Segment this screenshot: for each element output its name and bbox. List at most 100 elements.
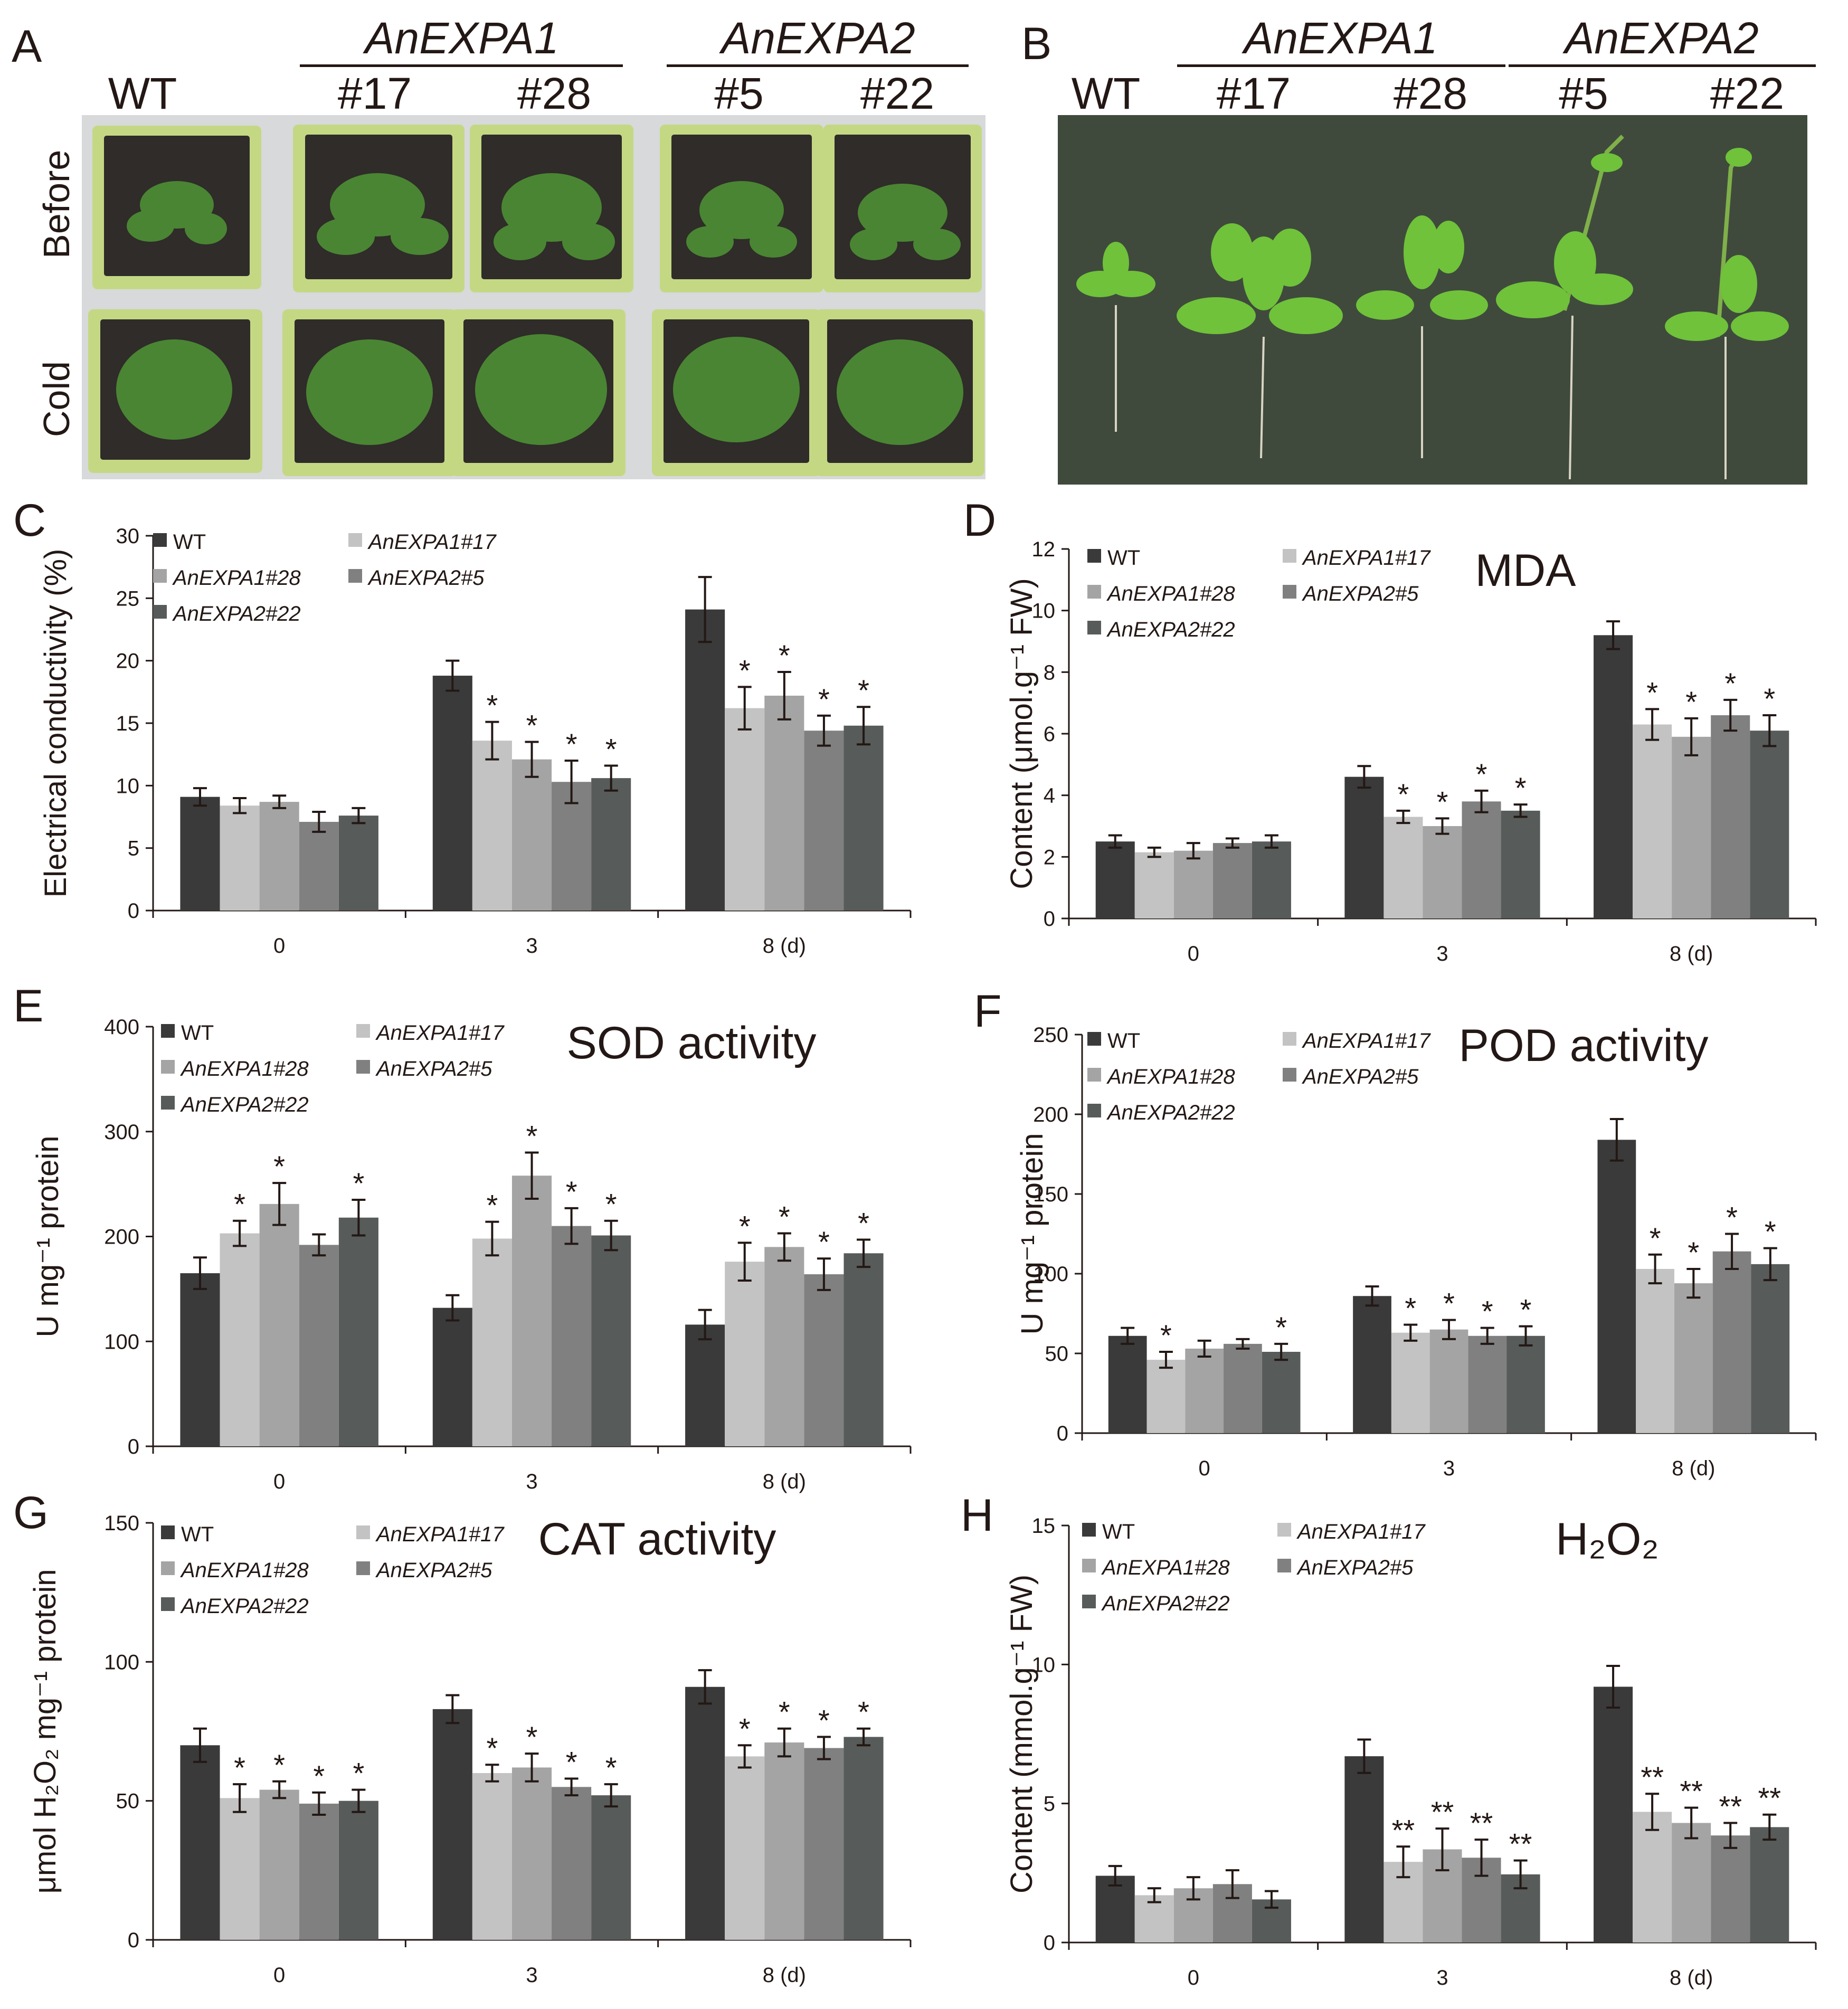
legend-label: AnEXPA1#17: [1296, 1520, 1426, 1543]
bar-d-wt-1: [1344, 776, 1384, 918]
panel-c-letter: C: [13, 495, 46, 546]
bar-d-anexpa1-17-2: [1633, 724, 1672, 918]
legend-swatch: [1283, 1068, 1296, 1082]
bar-g-anexpa2-22-1: [591, 1795, 631, 1940]
chart-e-y-tick-label: 300: [104, 1121, 139, 1144]
bar-f-anexpa1-28-1: [1429, 1329, 1468, 1433]
legend-label: WT: [181, 1523, 214, 1546]
bar-h-anexpa2-22-2: [1750, 1827, 1789, 1942]
chart-h-x-tick-label: 3: [1436, 1966, 1448, 1989]
chart-e-title: SOD activity: [566, 1018, 816, 1068]
significance-mark: *: [858, 1695, 869, 1729]
bar-c-anexpa1-17-2: [725, 708, 765, 911]
bar-e-anexpa1-28-1: [511, 1176, 552, 1446]
chart-h-x-tick-label: 8 (d): [1670, 1966, 1713, 1989]
bar-g-wt-2: [685, 1686, 725, 1940]
significance-mark: *: [1476, 757, 1487, 791]
significance-mark: *: [1650, 1221, 1661, 1255]
bar-c-anexpa1-28-2: [764, 695, 804, 911]
bar-c-wt-0: [180, 797, 220, 911]
panel-b-col-22: #22: [1710, 69, 1785, 118]
bar-f-wt-0: [1108, 1335, 1147, 1433]
legend-label: AnEXPA2#22: [1106, 1101, 1235, 1124]
chart-g-y-tick-label: 50: [116, 1790, 140, 1813]
legend-swatch: [1277, 1559, 1291, 1572]
significance-mark: **: [1719, 1790, 1742, 1823]
chart-e-y-tick-label: 400: [104, 1016, 139, 1039]
legend-swatch: [161, 1024, 175, 1038]
panel-a-letter: A: [12, 21, 42, 72]
panel-a-foliage: [116, 173, 963, 445]
panel-a-col-17: #17: [337, 69, 412, 118]
bar-d-anexpa1-17-1: [1383, 817, 1423, 918]
bar-d-anexpa2-22-0: [1252, 841, 1291, 918]
chart-e-y-tick-label: 0: [128, 1435, 139, 1458]
legend-swatch: [1277, 1523, 1291, 1537]
legend-swatch: [1082, 1523, 1096, 1537]
significance-mark: *: [1646, 676, 1658, 709]
significance-mark: *: [1520, 1293, 1532, 1326]
panel-h-letter: H: [961, 1490, 993, 1541]
chart-g-title: CAT activity: [538, 1514, 776, 1565]
bar-e-anexpa1-17-2: [725, 1262, 765, 1446]
bar-c-anexpa1-17-1: [472, 741, 512, 911]
legend-swatch: [348, 533, 362, 547]
bar-e-anexpa2-5-0: [299, 1245, 339, 1446]
significance-mark: *: [779, 1200, 790, 1234]
bar-c-anexpa2-22-2: [844, 725, 884, 911]
bar-g-anexpa1-28-0: [259, 1789, 299, 1940]
bar-f-wt-1: [1353, 1296, 1391, 1433]
legend-label: WT: [1102, 1520, 1135, 1543]
bar-d-anexpa2-5-0: [1212, 843, 1252, 918]
significance-mark: *: [1160, 1319, 1172, 1352]
bar-e-wt-2: [685, 1324, 725, 1446]
panel-e-letter: E: [13, 981, 43, 1031]
significance-mark: *: [605, 732, 617, 765]
legend-swatch: [356, 1525, 370, 1539]
legend-label: AnEXPA2#5: [375, 1559, 492, 1582]
panel-d-letter: D: [963, 495, 996, 546]
bar-f-anexpa1-17-2: [1636, 1268, 1674, 1433]
chart-f-y-tick-label: 250: [1033, 1024, 1068, 1047]
significance-mark: *: [566, 1746, 577, 1779]
pot-before-5: [660, 125, 823, 292]
panel-a-col-wt: WT: [108, 69, 177, 118]
legend-label: AnEXPA2#22: [180, 1093, 309, 1116]
bar-f-wt-2: [1597, 1140, 1636, 1433]
chart-f-x-tick-label: 8 (d): [1672, 1457, 1715, 1480]
legend-label: AnEXPA2#5: [375, 1057, 492, 1081]
significance-mark: *: [1515, 771, 1527, 804]
significance-mark: **: [1758, 1781, 1781, 1815]
bar-d-anexpa2-5-2: [1711, 715, 1750, 918]
bar-e-anexpa2-5-1: [552, 1226, 592, 1446]
legend-swatch: [356, 1561, 370, 1575]
chart-f-y-tick-label: 50: [1045, 1342, 1069, 1366]
chart-h-y-tick-label: 5: [1044, 1793, 1055, 1816]
chart-h-title: H₂O₂: [1556, 1514, 1659, 1565]
chart-e-x-tick-label: 0: [273, 1470, 285, 1493]
significance-mark: *: [739, 1712, 751, 1745]
pot-before-22: [823, 125, 982, 292]
chart-h-x-tick-label: 0: [1188, 1966, 1199, 1989]
bar-d-anexpa1-28-0: [1173, 850, 1213, 918]
chart-e: E SOD activity 0 100 200 300 400 U mg⁻¹ protein…: [13, 981, 912, 1493]
significance-mark: *: [1764, 682, 1775, 715]
chart-g-y-label: μmol H₂O₂ mg⁻¹ protein: [28, 1569, 62, 1893]
panel-b-seedlings: [1076, 135, 1789, 480]
significance-mark: *: [273, 1748, 285, 1781]
bar-g-anexpa2-22-2: [844, 1737, 884, 1940]
chart-d-y-tick-label: 10: [1032, 600, 1056, 623]
chart-g-x-tick-label: 0: [273, 1964, 285, 1987]
legend-label: AnEXPA1#28: [1101, 1556, 1230, 1579]
bar-e-anexpa1-28-2: [764, 1247, 804, 1446]
significance-mark: *: [1443, 1287, 1455, 1320]
chart-g-x-tick-label: 8 (d): [763, 1964, 806, 1987]
bar-d-anexpa1-28-1: [1423, 826, 1462, 918]
chart-e-y-label: U mg⁻¹ protein: [31, 1136, 65, 1338]
significance-mark: *: [739, 653, 751, 687]
legend-swatch: [1087, 585, 1101, 599]
chart-e-x-tick-label: 3: [526, 1470, 537, 1493]
significance-mark: *: [234, 1188, 245, 1221]
significance-mark: *: [1405, 1292, 1416, 1325]
bar-f-anexpa2-22-1: [1506, 1335, 1545, 1433]
